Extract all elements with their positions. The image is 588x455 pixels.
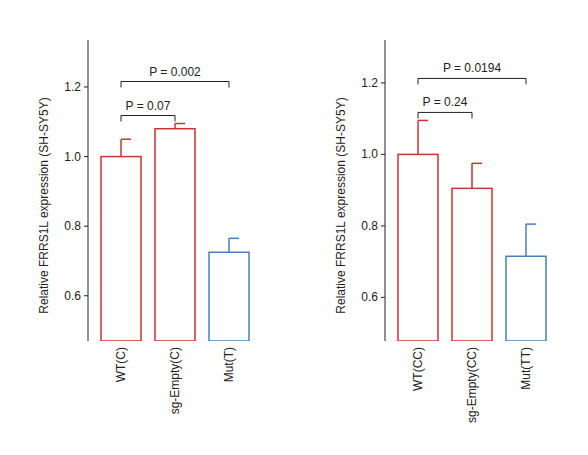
error-bar	[121, 139, 131, 156]
y-tick-label: 0.6	[361, 290, 378, 304]
error-stem	[471, 163, 473, 188]
error-bar	[229, 238, 239, 252]
error-stem	[174, 124, 176, 129]
y-tick-label: 1.2	[361, 76, 378, 90]
error-cap	[418, 120, 428, 122]
error-stem	[228, 238, 230, 252]
bracket-line	[121, 82, 229, 88]
panel: 0.6 0.8 1.0 1.2 Relative FRRS1L expression (…	[334, 40, 546, 423]
y-tick-label: 1.0	[64, 150, 81, 164]
error-cap	[229, 238, 239, 240]
figure: 0.6 0.8 1.0 1.2 Relative FRRS1L expression (…	[0, 0, 588, 455]
bar	[452, 188, 492, 341]
error-cap	[526, 223, 536, 225]
y-tick	[84, 86, 88, 87]
error-stem	[417, 120, 419, 154]
significance-bracket: P = 0.0194	[418, 61, 526, 84]
y-axis-label: Relative FRRS1L expression (SH-SY5Y)	[334, 97, 348, 313]
p-value: P = 0.002	[149, 65, 201, 79]
y-tick	[381, 297, 385, 298]
bar	[398, 154, 438, 341]
y-tick-label: 1.0	[361, 147, 378, 161]
y-tick-label: 0.8	[64, 219, 81, 233]
significance-bracket: P = 0.002	[121, 65, 229, 88]
significance-bracket: P = 0.07	[121, 99, 175, 122]
bar	[101, 157, 141, 341]
y-axis-label: Relative FRRS1L expression (SH-SY5Y)	[37, 97, 51, 313]
bar	[155, 129, 195, 341]
x-tick-label: WT(C)	[114, 347, 128, 382]
x-tick-label: Mut(TT)	[519, 347, 533, 390]
error-cap	[472, 163, 482, 165]
error-bar	[526, 224, 536, 256]
panel: 0.6 0.8 1.0 1.2 Relative FRRS1L expression (…	[37, 40, 249, 414]
x-tick-label: sg-Empty(C)	[168, 347, 182, 414]
y-axis	[385, 40, 386, 341]
error-bar	[175, 124, 185, 129]
error-cap	[175, 123, 185, 125]
y-tick-label: 0.6	[64, 289, 81, 303]
significance-bracket: P = 0.24	[418, 95, 472, 118]
bars	[398, 120, 546, 341]
bar	[209, 252, 249, 341]
error-stem	[525, 224, 527, 256]
x-tick-label: WT(CC)	[411, 347, 425, 391]
y-tick	[381, 154, 385, 155]
bracket-line	[121, 116, 175, 122]
x-tick-label: sg-Empty(CC)	[465, 347, 479, 423]
bracket-line	[418, 78, 526, 84]
error-cap	[121, 138, 131, 140]
y-tick	[84, 226, 88, 227]
error-bar	[418, 120, 428, 154]
y-tick	[381, 82, 385, 83]
p-value: P = 0.0194	[443, 61, 501, 75]
p-value: P = 0.07	[126, 99, 171, 113]
y-tick	[84, 156, 88, 157]
p-value: P = 0.24	[423, 95, 468, 109]
bracket-line	[418, 112, 472, 118]
bar	[506, 256, 546, 341]
y-tick	[84, 295, 88, 296]
x-tick-label: Mut(T)	[222, 347, 236, 382]
error-bar	[472, 163, 482, 188]
error-stem	[120, 139, 122, 156]
y-tick	[381, 225, 385, 226]
y-tick-label: 1.2	[64, 80, 81, 94]
bars	[101, 124, 249, 341]
y-tick-label: 0.8	[361, 219, 378, 233]
